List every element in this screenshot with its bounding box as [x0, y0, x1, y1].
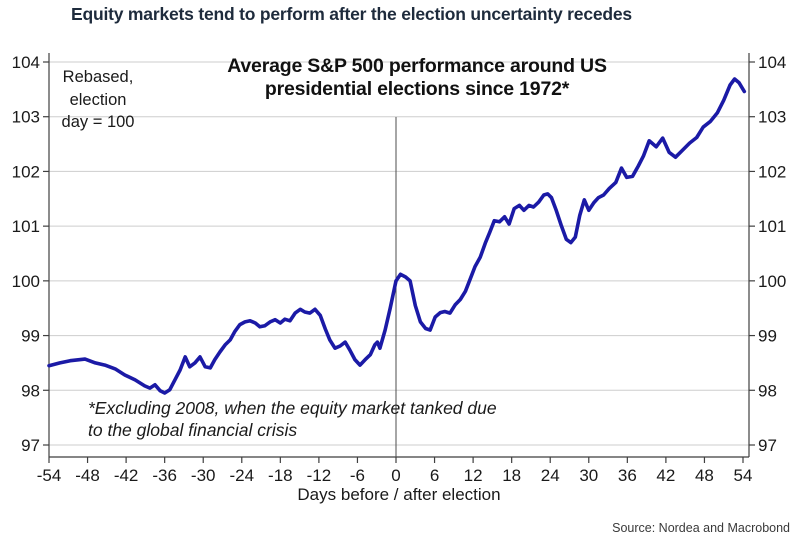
x-axis-label--36: -36: [152, 466, 177, 485]
y-axis-label-right-98: 98: [758, 381, 777, 400]
x-axis-label-12: 12: [464, 466, 483, 485]
x-axis-label-48: 48: [695, 466, 714, 485]
x-axis-label-0: 0: [391, 466, 400, 485]
y-axis-label-right-104: 104: [758, 53, 786, 72]
x-axis-label--42: -42: [114, 466, 139, 485]
x-axis-title: Days before / after election: [297, 485, 501, 504]
y-axis-label-right-103: 103: [758, 108, 786, 127]
y-axis-label-right-100: 100: [758, 272, 786, 291]
chart-title-line2: presidential elections since 1972*: [264, 78, 570, 100]
x-axis-label-18: 18: [502, 466, 521, 485]
footnote-line2: to the global financial crisis: [88, 420, 298, 440]
y-axis-label-right-97: 97: [758, 436, 777, 455]
footnote-line1: *Excluding 2008, when the equity market …: [88, 398, 497, 418]
y-axis-label-left-99: 99: [21, 327, 40, 346]
x-axis-label--30: -30: [191, 466, 216, 485]
y-axis-label-left-100: 100: [12, 272, 40, 291]
x-axis-label--54: -54: [37, 466, 62, 485]
y-axis-label-right-102: 102: [758, 162, 786, 181]
y-axis-label-right-99: 99: [758, 327, 777, 346]
y-axis-label-left-103: 103: [12, 108, 40, 127]
y-axis-label-left-102: 102: [12, 162, 40, 181]
x-axis-label--18: -18: [268, 466, 293, 485]
x-axis-label-54: 54: [734, 466, 753, 485]
page-headline: Equity markets tend to perform after the…: [71, 4, 632, 24]
y-axis-label-left-97: 97: [21, 436, 40, 455]
source-credit: Source: Nordea and Macrobond: [612, 521, 790, 535]
x-axis-label-42: 42: [656, 466, 675, 485]
x-axis-label--12: -12: [307, 466, 332, 485]
footnote: *Excluding 2008, when the equity market …: [88, 397, 608, 441]
rebased-note-line1: Rebased,: [62, 68, 134, 86]
y-axis-label-left-104: 104: [12, 53, 40, 72]
chart-title-line1: Average S&P 500 performance around US: [227, 55, 607, 77]
rebased-note-line2: election: [69, 90, 127, 109]
series-line-0: [47, 77, 747, 395]
x-axis-label-36: 36: [618, 466, 637, 485]
x-axis-label-24: 24: [541, 466, 560, 485]
x-axis-label--24: -24: [229, 466, 254, 485]
rebased-note: Rebased, election day = 100: [50, 66, 146, 134]
x-axis-label--48: -48: [75, 466, 100, 485]
x-axis-label-30: 30: [579, 466, 598, 485]
y-axis-label-left-98: 98: [21, 381, 40, 400]
rebased-note-line3: day = 100: [61, 113, 135, 131]
chart-title: Average S&P 500 performance around US pr…: [187, 55, 647, 101]
x-axis-label--6: -6: [350, 466, 365, 485]
x-axis-label-6: 6: [430, 466, 439, 485]
y-axis-label-right-101: 101: [758, 217, 786, 236]
y-axis-label-left-101: 101: [12, 217, 40, 236]
